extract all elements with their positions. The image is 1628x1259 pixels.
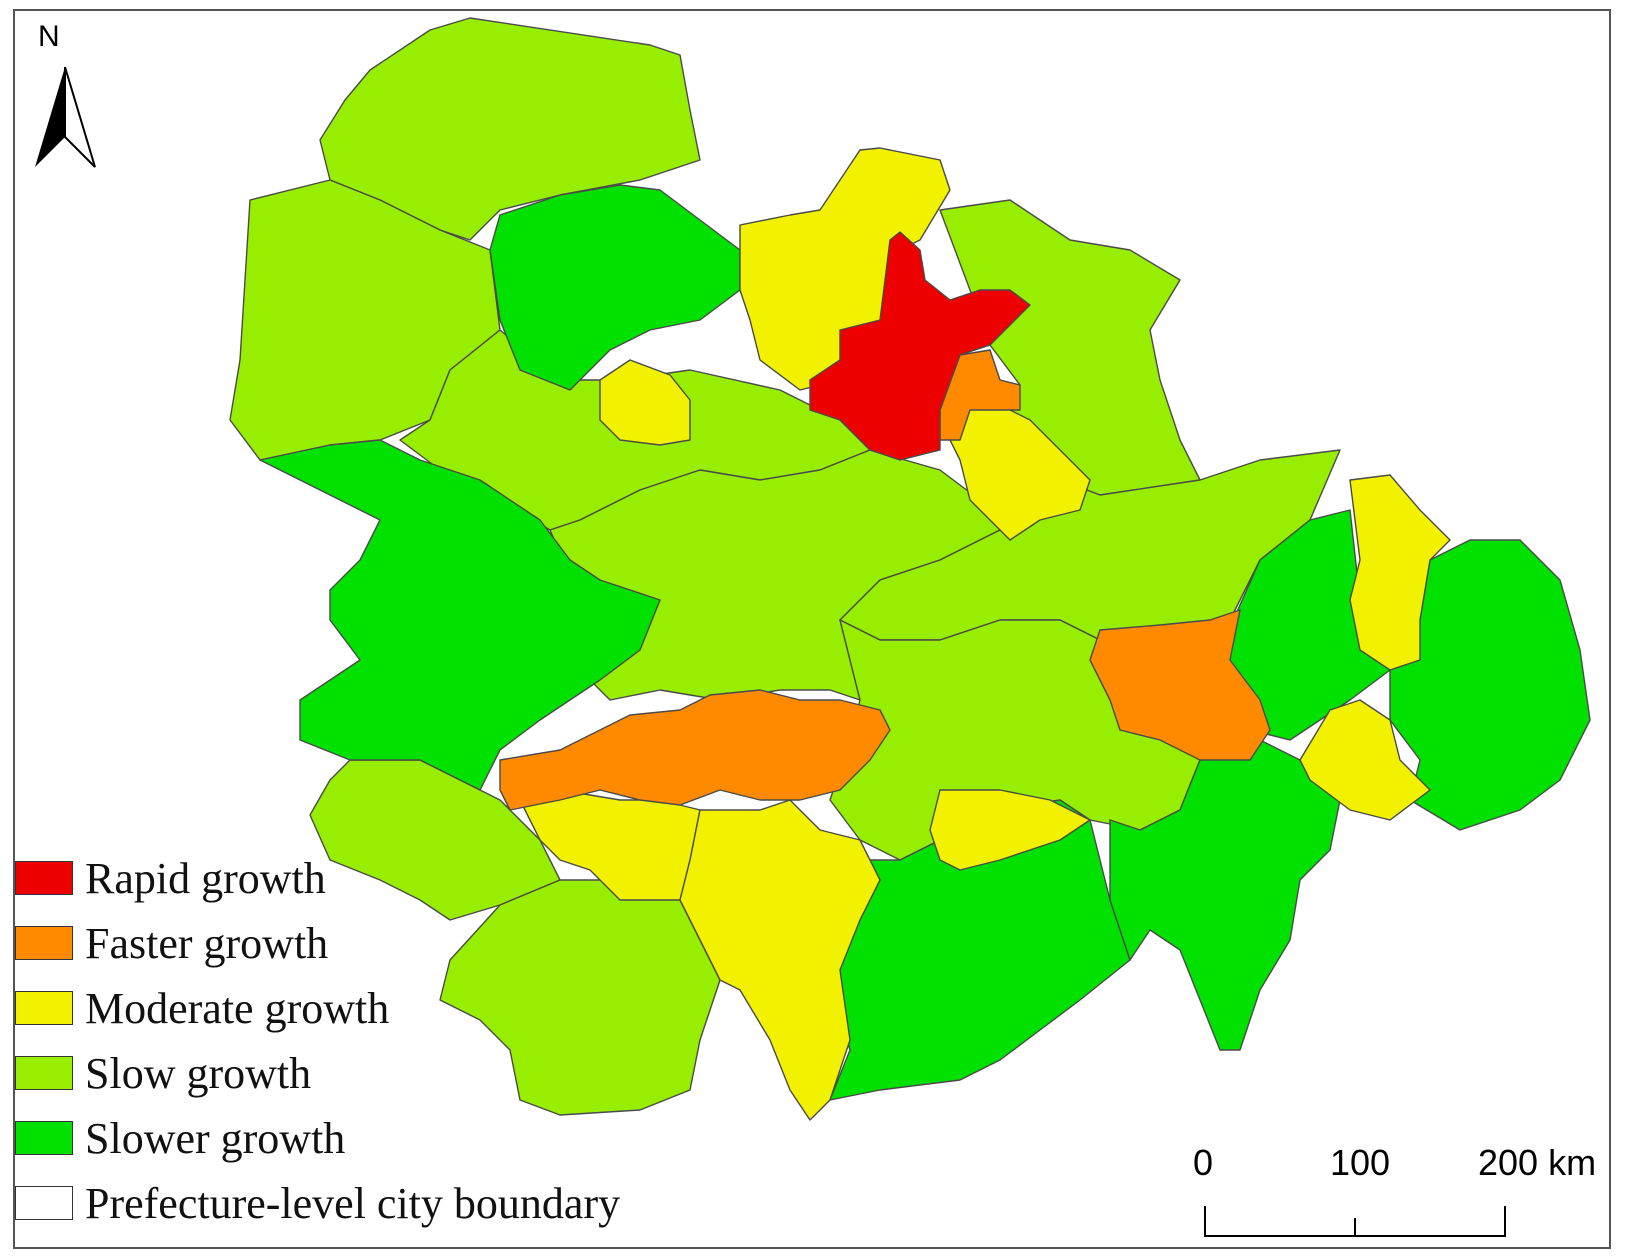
legend-swatch-boundary xyxy=(15,1186,73,1220)
region-moderate-south-long xyxy=(679,799,881,1121)
region-moderate-northwest-small xyxy=(599,359,691,446)
region-moderate-south-center xyxy=(929,789,1091,871)
legend-item-slow: Slow growth xyxy=(15,1049,311,1098)
legend-item-rapid: Rapid growth xyxy=(15,854,326,903)
region-slower-north xyxy=(489,184,741,391)
region-faster-east xyxy=(1089,609,1271,761)
region-slow-center xyxy=(549,449,1001,701)
scale-bar xyxy=(1204,1206,1506,1237)
legend-label-boundary: Prefecture-level city boundary xyxy=(85,1178,621,1228)
legend-swatch-slower xyxy=(15,1121,73,1155)
legend-swatch-faster xyxy=(15,926,73,960)
region-slower-far-east xyxy=(1389,539,1591,831)
scale-label-0: 0 xyxy=(1193,1142,1214,1183)
region-faster-south xyxy=(499,689,891,811)
legend-label-rapid: Rapid growth xyxy=(85,853,326,903)
legend-item-faster: Faster growth xyxy=(15,919,328,968)
legend-label-slower: Slower growth xyxy=(85,1113,346,1163)
legend-item-moderate: Moderate growth xyxy=(15,984,389,1033)
region-moderate-east-upper xyxy=(1349,474,1451,671)
north-arrow-label: N xyxy=(38,20,60,53)
scale-label-200: 200 km xyxy=(1478,1142,1597,1183)
legend-label-slow: Slow growth xyxy=(85,1048,312,1098)
region-moderate-east-lower xyxy=(1299,699,1431,821)
legend-swatch-moderate xyxy=(15,991,73,1025)
legend-item-boundary: Prefecture-level city boundary xyxy=(15,1179,620,1228)
legend-label-faster: Faster growth xyxy=(85,918,329,968)
legend-swatch-slow xyxy=(15,1056,73,1090)
region-moderate-center-east xyxy=(949,404,1091,541)
region-rapid xyxy=(809,231,1031,461)
region-slow-south xyxy=(439,879,721,1116)
scale-label-100: 100 xyxy=(1330,1142,1391,1183)
legend-item-slower: Slower growth xyxy=(15,1114,345,1163)
north-arrow-icon xyxy=(35,66,96,168)
region-slower-west xyxy=(259,439,661,791)
legend-swatch-rapid xyxy=(15,861,73,895)
legend-label-moderate: Moderate growth xyxy=(85,983,390,1033)
